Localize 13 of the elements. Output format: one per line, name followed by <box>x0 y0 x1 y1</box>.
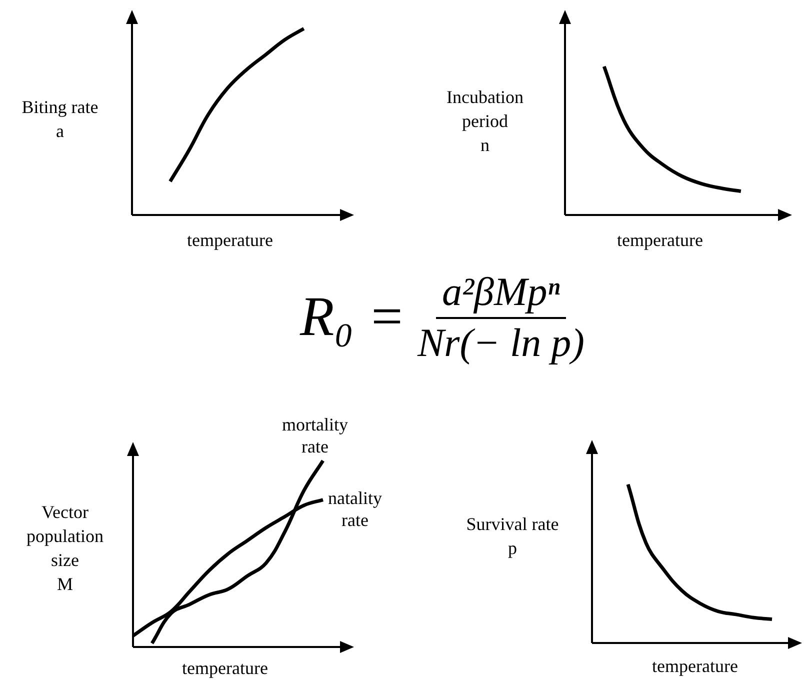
x-axis-title: temperature <box>651 655 739 678</box>
y-axis-title: Incubation period n <box>446 86 524 157</box>
y-axis-title: Vector population size M <box>26 501 104 596</box>
x-axis-title: temperature <box>181 657 269 680</box>
y-axis-title: Survival rate p <box>465 513 560 560</box>
text: a²βMpⁿ <box>436 268 566 319</box>
text: R₀ = <box>300 285 406 349</box>
text: Nr(− ln p) <box>416 319 586 366</box>
series-label: mortality rate <box>282 414 348 457</box>
x-axis-title: temperature <box>186 229 274 252</box>
x-axis-title: temperature <box>616 229 704 252</box>
series-label: natality rate <box>328 488 382 530</box>
y-axis-title: Biting rate a <box>20 96 100 143</box>
